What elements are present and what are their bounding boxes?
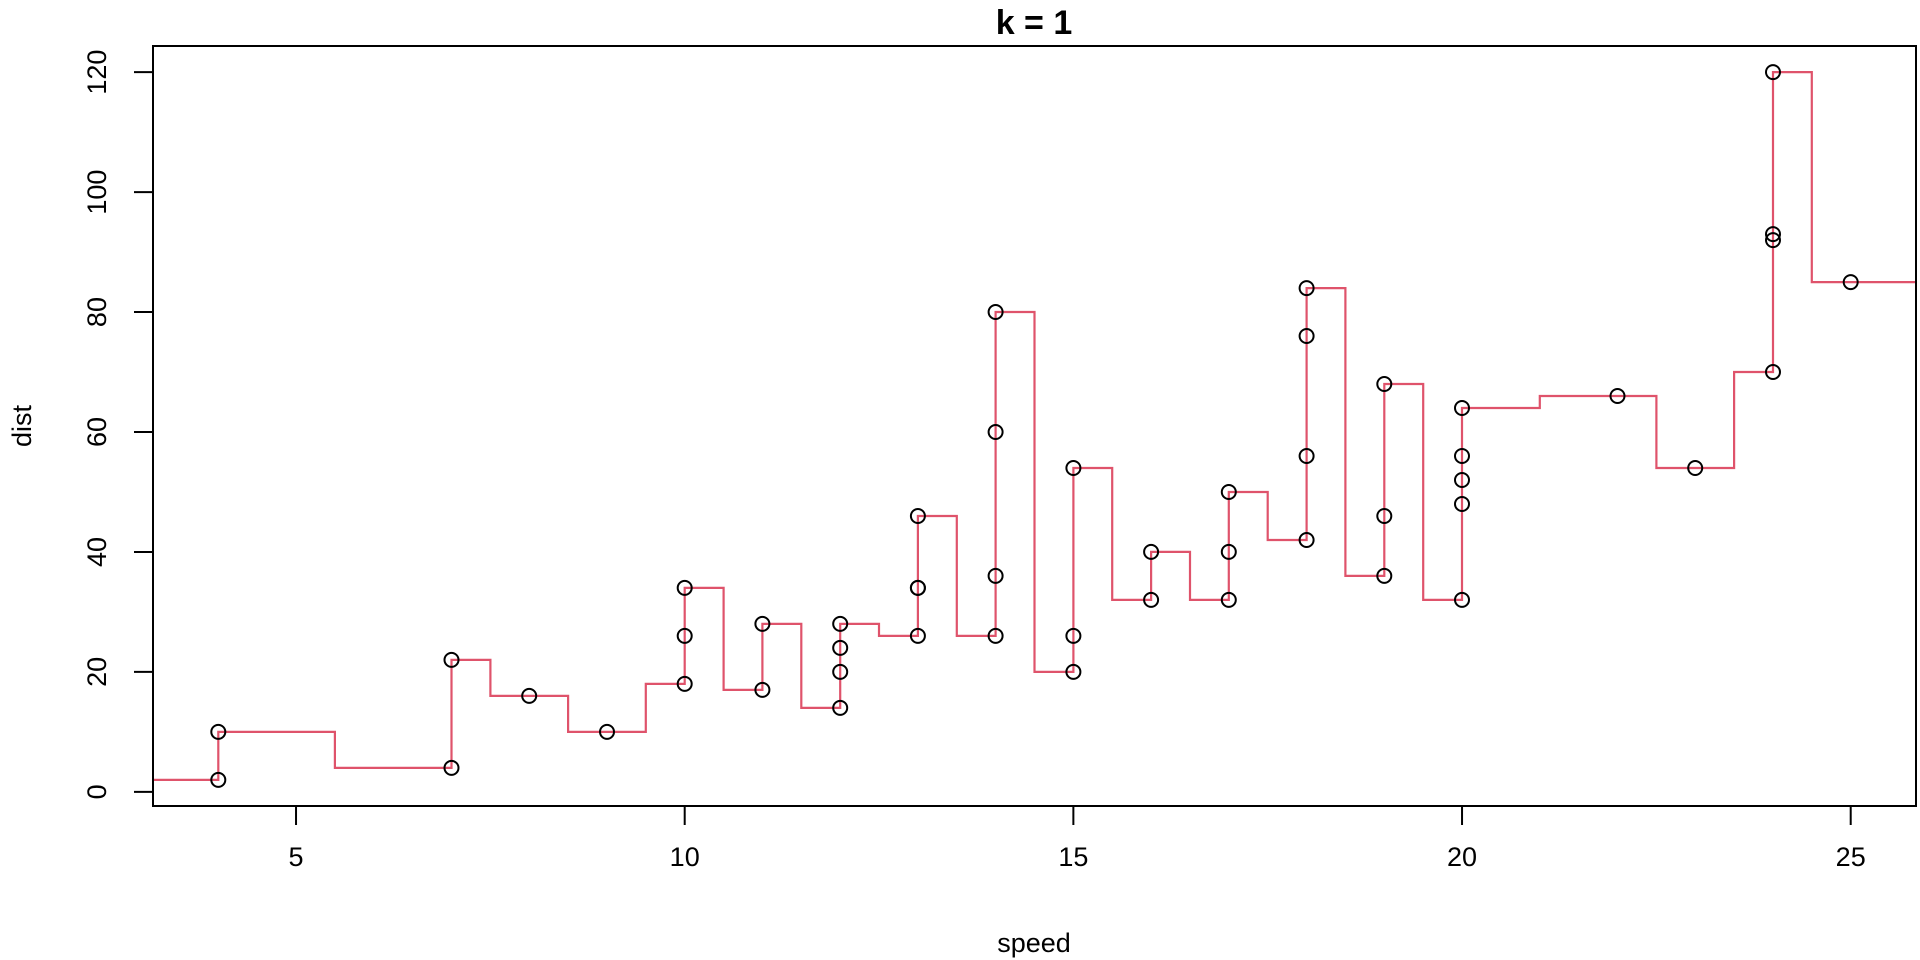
y-axis-label: dist [7, 405, 37, 448]
data-point [1609, 388, 1626, 404]
data-point [1376, 376, 1393, 392]
knn-fit-line [153, 71, 1916, 781]
data-point [1765, 64, 1781, 81]
data-point [1220, 543, 1237, 560]
data-point [1065, 663, 1082, 680]
data-point [210, 723, 227, 740]
x-tick-label: 25 [1836, 842, 1866, 872]
data-point [210, 771, 227, 788]
data-point [909, 579, 926, 596]
y-tick-label: 100 [82, 170, 112, 215]
data-point [1765, 226, 1781, 243]
data-point [1065, 627, 1082, 644]
data-point [1765, 364, 1781, 380]
y-tick-label: 120 [82, 50, 112, 95]
data-point [1454, 496, 1470, 512]
data-point [909, 627, 926, 644]
y-tick-label: 20 [82, 657, 112, 687]
step-path [153, 71, 1916, 781]
data-point [676, 579, 693, 596]
data-point [1687, 460, 1704, 476]
data-point [676, 627, 693, 644]
y-tick-label: 60 [82, 417, 112, 447]
data-point [1454, 472, 1470, 488]
x-axis-label: speed [997, 928, 1071, 958]
data-point [1298, 532, 1315, 548]
data-point [832, 639, 849, 656]
data-point [832, 663, 849, 680]
y-axis: 0 20 40 60 80 100 120 [82, 50, 153, 799]
data-point [1454, 400, 1470, 416]
data-point [1298, 280, 1315, 297]
plot-frame [152, 45, 1917, 807]
y-tick-label: 40 [82, 537, 112, 567]
data-point [832, 699, 849, 716]
data-point [1143, 591, 1160, 608]
data-point [987, 627, 1004, 644]
data-point [1842, 274, 1859, 291]
data-point [1143, 543, 1160, 560]
x-tick-label: 15 [1058, 842, 1088, 872]
x-axis: 5 10 15 20 25 [289, 806, 1866, 872]
data-point [1454, 591, 1470, 608]
data-point [443, 759, 460, 776]
data-point [1220, 484, 1237, 500]
data-point [832, 615, 849, 632]
data-point [521, 687, 538, 704]
data-point [987, 567, 1004, 584]
data-point [1220, 591, 1237, 608]
x-tick-label: 20 [1447, 842, 1477, 872]
data-point [1765, 232, 1781, 249]
data-point [599, 723, 615, 740]
data-point [1376, 567, 1393, 584]
data-point [909, 508, 926, 524]
y-tick-label: 80 [82, 297, 112, 327]
data-point [1298, 328, 1315, 344]
data-point [987, 304, 1004, 320]
data-point [754, 681, 771, 698]
data-point [1454, 448, 1470, 464]
data-point [676, 675, 693, 692]
data-point [443, 651, 460, 668]
x-tick-label: 5 [289, 842, 304, 872]
x-tick-label: 10 [670, 842, 700, 872]
data-point [1376, 508, 1393, 524]
data-point [754, 615, 771, 632]
chart-title: k = 1 [996, 4, 1073, 42]
data-point [1065, 460, 1082, 476]
y-tick-label: 0 [82, 784, 112, 799]
data-points [210, 64, 1859, 788]
data-point [987, 424, 1004, 440]
data-point [1298, 448, 1315, 464]
